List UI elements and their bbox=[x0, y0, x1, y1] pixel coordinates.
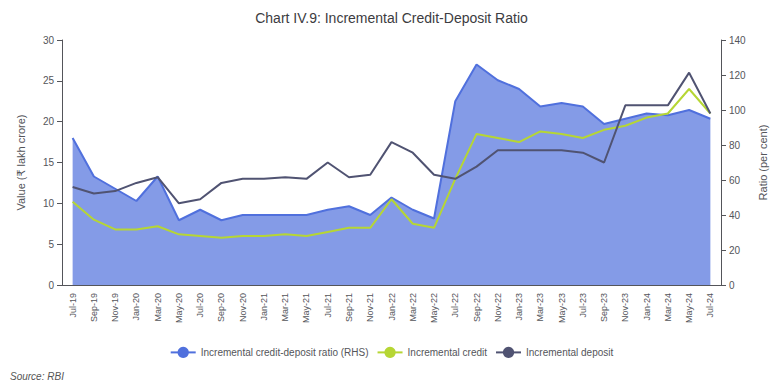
svg-text:Jan-22: Jan-22 bbox=[387, 293, 397, 321]
svg-text:Value (₹ lakh crore): Value (₹ lakh crore) bbox=[15, 114, 27, 210]
svg-text:60: 60 bbox=[729, 175, 741, 186]
svg-text:Chart IV.9: Incremental Credit: Chart IV.9: Incremental Credit-Deposit R… bbox=[255, 10, 528, 26]
svg-text:May-22: May-22 bbox=[429, 293, 439, 323]
svg-text:Sep-22: Sep-22 bbox=[472, 293, 482, 322]
svg-text:Jan-23: Jan-23 bbox=[514, 293, 524, 321]
svg-text:Jan-21: Jan-21 bbox=[259, 293, 269, 321]
svg-text:25: 25 bbox=[43, 75, 55, 86]
svg-text:Mar-23: Mar-23 bbox=[535, 293, 545, 322]
svg-text:Nov-23: Nov-23 bbox=[620, 293, 630, 322]
svg-text:May-24: May-24 bbox=[684, 293, 694, 323]
svg-text:Nov-21: Nov-21 bbox=[365, 293, 375, 322]
svg-text:Incremental credit: Incremental credit bbox=[408, 347, 488, 358]
svg-text:Jan-20: Jan-20 bbox=[131, 293, 141, 321]
svg-text:30: 30 bbox=[43, 35, 55, 46]
svg-text:Nov-20: Nov-20 bbox=[238, 293, 248, 322]
svg-text:Source: RBI: Source: RBI bbox=[10, 371, 64, 382]
svg-text:20: 20 bbox=[729, 245, 741, 256]
svg-text:Sep-21: Sep-21 bbox=[344, 293, 354, 322]
svg-text:Jul-24: Jul-24 bbox=[705, 293, 715, 318]
svg-text:Ratio (per cent): Ratio (per cent) bbox=[757, 125, 769, 201]
svg-text:Jul-19: Jul-19 bbox=[68, 293, 78, 318]
svg-text:Sep-20: Sep-20 bbox=[216, 293, 226, 322]
svg-text:80: 80 bbox=[729, 140, 741, 151]
svg-text:Mar-20: Mar-20 bbox=[153, 293, 163, 322]
svg-text:Mar-21: Mar-21 bbox=[280, 293, 290, 322]
svg-text:120: 120 bbox=[729, 70, 746, 81]
svg-text:Jul-23: Jul-23 bbox=[578, 293, 588, 318]
svg-text:Jul-20: Jul-20 bbox=[195, 293, 205, 318]
svg-text:Incremental deposit: Incremental deposit bbox=[526, 347, 613, 358]
svg-text:May-21: May-21 bbox=[301, 293, 311, 323]
svg-text:5: 5 bbox=[48, 239, 54, 250]
svg-text:15: 15 bbox=[43, 157, 55, 168]
svg-text:Nov-19: Nov-19 bbox=[110, 293, 120, 322]
svg-text:40: 40 bbox=[729, 210, 741, 221]
svg-text:Mar-22: Mar-22 bbox=[408, 293, 418, 322]
svg-text:Nov-22: Nov-22 bbox=[493, 293, 503, 322]
svg-text:Sep-19: Sep-19 bbox=[89, 293, 99, 322]
svg-text:0: 0 bbox=[48, 280, 54, 291]
svg-text:Mar-24: Mar-24 bbox=[663, 293, 673, 322]
svg-text:10: 10 bbox=[43, 198, 55, 209]
svg-text:Jul-22: Jul-22 bbox=[450, 293, 460, 318]
svg-text:100: 100 bbox=[729, 105, 746, 116]
svg-text:Incremental credit-deposit rat: Incremental credit-deposit ratio (RHS) bbox=[201, 347, 369, 358]
svg-text:May-20: May-20 bbox=[174, 293, 184, 323]
svg-text:140: 140 bbox=[729, 35, 746, 46]
svg-text:Jul-21: Jul-21 bbox=[323, 293, 333, 318]
svg-text:20: 20 bbox=[43, 116, 55, 127]
svg-text:0: 0 bbox=[729, 280, 735, 291]
svg-text:Sep-23: Sep-23 bbox=[599, 293, 609, 322]
svg-text:Jan-24: Jan-24 bbox=[642, 293, 652, 321]
svg-text:May-23: May-23 bbox=[557, 293, 567, 323]
